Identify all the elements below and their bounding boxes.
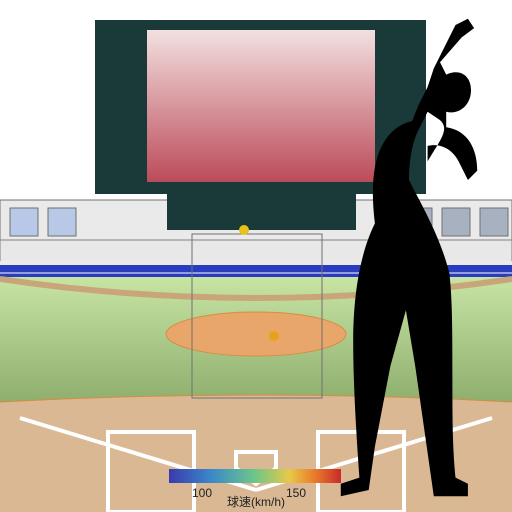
speed-tick-label: 100 [192, 486, 212, 500]
pitch-marker [239, 225, 249, 235]
stand-window [480, 208, 508, 236]
scoreboard-screen [147, 30, 375, 182]
scoreboard-neck [167, 194, 356, 230]
speed-axis-label: 球速(km/h) [227, 495, 285, 509]
stand-window [48, 208, 76, 236]
pitch-marker [269, 331, 279, 341]
speed-legend-bar [169, 469, 341, 483]
stand-window [10, 208, 38, 236]
speed-tick-label: 150 [286, 486, 306, 500]
pitch-location-diagram: 100 150球速(km/h) [0, 0, 512, 512]
pitchers-mound [166, 312, 346, 356]
stand-window [442, 208, 470, 236]
